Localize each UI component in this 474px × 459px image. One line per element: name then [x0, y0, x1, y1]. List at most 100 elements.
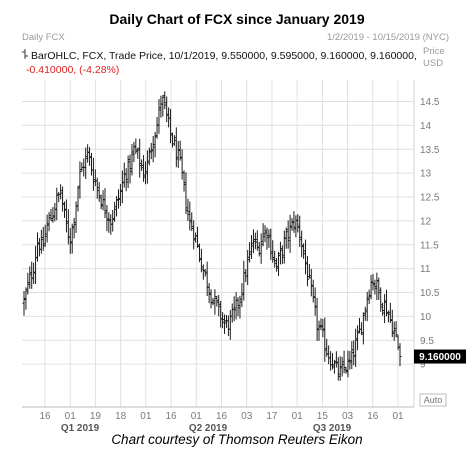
ohlc-bar [103, 188, 107, 219]
ohlc-bar [66, 209, 70, 245]
ohlc-bar [68, 227, 72, 254]
ohlc-bar [238, 295, 242, 319]
ohlc-bar [257, 241, 261, 257]
ohlc-bar [223, 314, 227, 334]
ohlc-bar [159, 95, 163, 118]
chart-title: Daily Chart of FCX since January 2019 [109, 11, 365, 27]
ohlc-bar [315, 297, 319, 341]
ohlc-bar [273, 250, 277, 268]
ohlc-bar [142, 155, 146, 182]
ohlc-bar [132, 141, 136, 163]
ohlc-bar [130, 144, 134, 176]
x-tick-label: 16 [39, 411, 51, 422]
y-tick-label: 10.5 [420, 288, 440, 299]
ohlc-bar [278, 241, 282, 265]
ohlc-bar [201, 264, 205, 280]
ohlc-bar [342, 350, 346, 374]
x-tick-label: 16 [166, 411, 178, 422]
ohlc-bar [209, 289, 213, 309]
ohlc-bar [334, 351, 338, 368]
ohlc-bar [62, 201, 66, 218]
ohlc-bar [174, 127, 178, 168]
y-tick-label: 13 [420, 169, 432, 180]
ohlc-bar [199, 248, 203, 273]
auto-scale-button[interactable]: Auto [419, 393, 447, 407]
ohlc-bar [61, 186, 65, 212]
ohlc-bar [317, 320, 321, 341]
ohlc-bar [309, 268, 313, 297]
ohlc-bar [217, 295, 221, 317]
ohlc-bar [49, 208, 53, 221]
ohlc-bar [197, 243, 201, 263]
ohlc-bar [30, 261, 34, 289]
ohlc-bar [271, 240, 275, 263]
ohlc-bar [192, 220, 196, 250]
ohlc-bar [95, 177, 99, 199]
ohlc-bar [178, 140, 182, 161]
ohlc-bar [356, 325, 360, 351]
price-bars [22, 91, 402, 381]
ohlc-bar [167, 107, 171, 128]
ohlc-bar [24, 287, 28, 310]
ohlc-bar [253, 232, 257, 250]
ohlc-bar [101, 190, 105, 211]
ohlc-bar [323, 317, 327, 362]
currency-axis-title: USD [423, 58, 443, 69]
last-price-label: 9.160000 [419, 352, 461, 363]
ohlc-bar [113, 201, 117, 222]
ohlc-bar [361, 312, 365, 345]
ohlc-bar [32, 262, 36, 285]
ohlc-bar [111, 209, 115, 232]
ohlc-bar [140, 159, 144, 171]
quarter-label: Q2 2019 [189, 423, 228, 434]
ohlc-bar [379, 287, 383, 312]
x-tick-label: 03 [241, 411, 253, 422]
ohlc-bar [136, 147, 140, 159]
ohlc-bar [259, 233, 263, 264]
x-tick-label: 01 [140, 411, 152, 422]
ohlc-bar [288, 214, 292, 253]
ohlc-bar [84, 147, 88, 179]
ohlc-bar [207, 283, 211, 304]
ohlc-bar [188, 201, 192, 231]
ohlc-bar [286, 220, 290, 249]
ohlc-bar [261, 223, 265, 247]
ohlc-bar [53, 202, 57, 222]
x-tick-label: 03 [342, 411, 354, 422]
chart-caption: Chart courtesy of Thomson Reuters Eikon [111, 432, 363, 447]
ohlc-bar [358, 317, 362, 334]
ohlc-bar [348, 350, 352, 370]
ohlc-bar [390, 309, 394, 338]
ohlc-bar [246, 249, 250, 286]
ohlc-bar [344, 366, 348, 374]
ohlc-bar [346, 350, 350, 378]
ohlc-bar [290, 218, 294, 231]
ohlc-bar [307, 264, 311, 279]
ohlc-bar [230, 303, 234, 323]
ohlc-bar [213, 289, 217, 315]
ohlc-bar [39, 229, 43, 254]
ohlc-bar [64, 199, 68, 233]
y-tick-label: 11 [420, 264, 431, 275]
ohlc-bar [232, 296, 236, 322]
ohlc-bar [138, 138, 142, 178]
ohlc-bar [250, 235, 254, 259]
ohlc-bar [147, 147, 151, 166]
y-tick-label: 11.5 [420, 240, 439, 251]
y-tick-label: 12 [420, 216, 432, 227]
ohlc-bar [34, 245, 38, 285]
ohlc-bar [143, 161, 147, 185]
ohlc-bar [120, 170, 124, 204]
ohlc-bar [43, 224, 47, 247]
ohlc-bar [22, 290, 26, 316]
ohlc-bar [386, 310, 390, 323]
ohlc-bar [190, 212, 194, 231]
x-tick-label: 01 [65, 411, 77, 422]
y-tick-label: 10 [420, 312, 432, 323]
ohlc-bar [329, 351, 333, 371]
ohlc-bar [363, 306, 367, 321]
ohlc-bar [240, 283, 244, 308]
ohlc-bar [186, 198, 190, 221]
